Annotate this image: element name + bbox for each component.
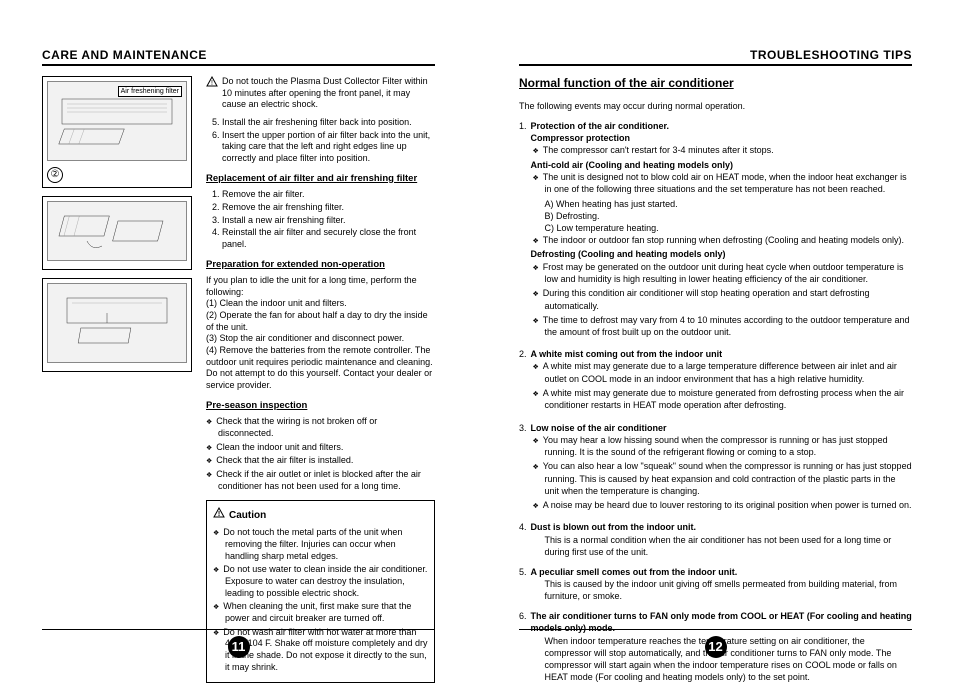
illustration-column: Air freshening filter ② [42, 76, 192, 683]
section-heading: Normal function of the air conditioner [519, 76, 912, 90]
filter-drawing [57, 206, 177, 256]
illus-ac-unit: Air freshening filter [47, 81, 187, 161]
page-right: TROUBLESHOOTING TIPS Normal function of … [477, 0, 954, 676]
svg-text:!: ! [218, 511, 220, 518]
warning-icon: ! [206, 76, 218, 111]
ac-unit-drawing [57, 94, 177, 149]
text-column-left: ! Do not touch the Plasma Dust Collector… [206, 76, 435, 683]
caution-icon: ! [213, 507, 225, 523]
footer-right: 12 [477, 629, 954, 658]
header-right: TROUBLESHOOTING TIPS [519, 48, 912, 66]
page-number-11: 11 [228, 636, 250, 658]
illus-filter-install [47, 283, 187, 363]
text-column-right: The following events may occur during no… [519, 100, 912, 683]
install-drawing [57, 293, 177, 353]
page-number-12: 12 [705, 636, 727, 658]
footer-left: 11 [0, 629, 477, 658]
illus-filter-remove [47, 201, 187, 261]
page-left: CARE AND MAINTENANCE Air freshening filt… [0, 0, 477, 676]
header-left: CARE AND MAINTENANCE [42, 48, 435, 66]
illus-number-2: ② [47, 167, 63, 183]
svg-text:!: ! [211, 80, 213, 87]
